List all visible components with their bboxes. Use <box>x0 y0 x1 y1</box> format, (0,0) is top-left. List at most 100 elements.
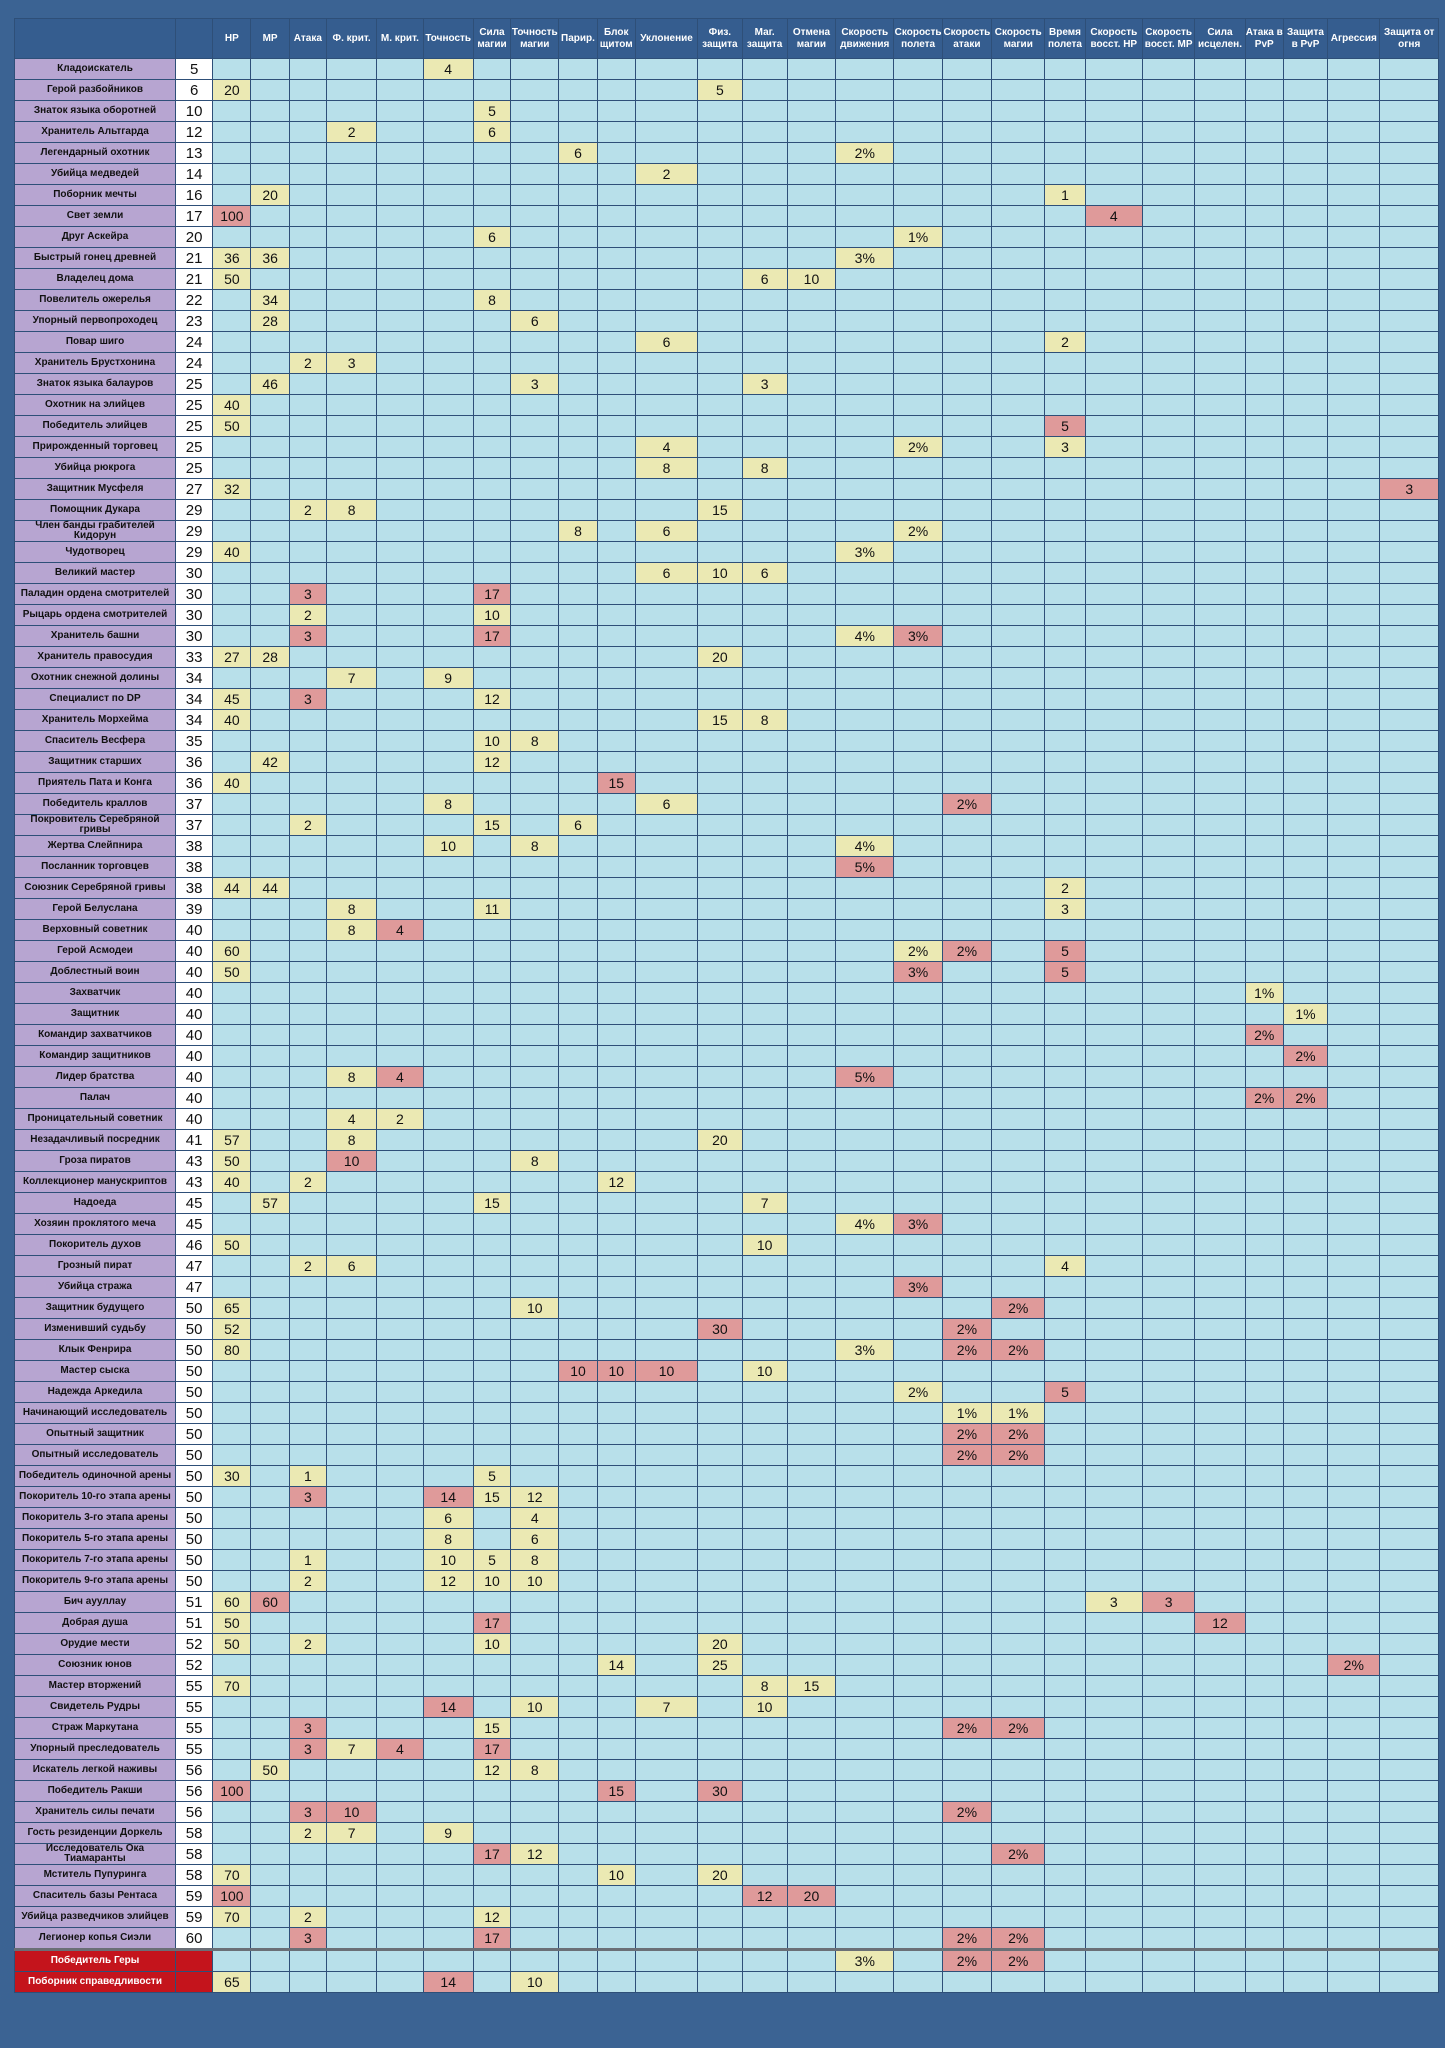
stat-cell <box>510 289 560 311</box>
stat-cell <box>1044 1801 1086 1823</box>
stat-cell <box>1044 1108 1086 1130</box>
stat-cell <box>1327 793 1381 815</box>
stat-cell <box>634 1465 699 1487</box>
stat-cell <box>786 940 837 962</box>
stat-cell <box>422 1381 474 1403</box>
stat-cell <box>1084 1381 1143 1403</box>
title-level-cell: 13 <box>175 142 214 164</box>
stat-cell: 12 <box>472 1906 512 1928</box>
stat-cell <box>741 1948 788 1972</box>
stat-cell <box>1044 1192 1086 1214</box>
stat-cell <box>1194 142 1246 164</box>
stat-cell <box>1327 1444 1381 1466</box>
stat-cell: 100 <box>212 1885 252 1907</box>
stat-cell <box>1282 835 1329 857</box>
stat-cell <box>786 898 837 920</box>
stat-cell <box>212 1192 252 1214</box>
stat-cell <box>376 583 424 605</box>
stat-cell <box>1141 1864 1196 1886</box>
stat-cell: 3 <box>288 688 327 710</box>
stat-cell <box>1141 1528 1196 1550</box>
stat-cell <box>1141 1192 1196 1214</box>
stat-cell <box>835 1423 895 1445</box>
stat-cell <box>288 1213 327 1235</box>
stat-cell: 4 <box>376 1738 424 1760</box>
stat-cell <box>991 331 1046 353</box>
stat-cell <box>1141 268 1196 290</box>
title-name-cell: Прирожденный торговец <box>13 436 177 458</box>
stat-cell <box>941 1591 993 1613</box>
title-level-cell: 25 <box>175 394 214 416</box>
stat-cell <box>786 541 837 563</box>
table-row: Упорный первопроходец 23 28 6 <box>13 310 1439 332</box>
stat-cell <box>1194 79 1246 101</box>
stat-cell <box>835 352 895 374</box>
stat-cell <box>1244 772 1284 794</box>
stat-cell: 2% <box>835 142 895 164</box>
title-level-cell: 24 <box>175 331 214 353</box>
stat-cell <box>325 1633 378 1655</box>
stat-cell <box>376 1024 424 1046</box>
stat-cell <box>596 1213 636 1235</box>
stat-cell <box>991 1971 1046 1993</box>
stat-cell <box>596 373 636 395</box>
stat-cell <box>1194 1486 1246 1508</box>
stat-cell <box>1379 184 1439 206</box>
title-name-cell: Победитель одиночной арены <box>13 1465 177 1487</box>
stat-cell <box>472 205 512 227</box>
stat-cell <box>835 478 895 500</box>
title-level-cell: 47 <box>175 1276 214 1298</box>
stat-cell <box>991 688 1046 710</box>
stat-cell <box>212 1087 252 1109</box>
stat-cell <box>941 1129 993 1151</box>
stat-cell <box>835 1486 895 1508</box>
stat-cell <box>472 1801 512 1823</box>
title-name-cell: Покоритель 7-го этапа арены <box>13 1549 177 1571</box>
stat-cell <box>376 289 424 311</box>
stat-cell <box>288 331 327 353</box>
stat-cell <box>1244 205 1284 227</box>
stat-cell <box>1141 1276 1196 1298</box>
header-cell: Физ. защита <box>697 18 743 59</box>
stat-cell <box>325 877 378 899</box>
stat-cell <box>1141 1171 1196 1193</box>
stat-cell <box>1194 415 1246 437</box>
stat-cell <box>1282 373 1329 395</box>
stat-cell <box>212 1549 252 1571</box>
stat-cell <box>634 1192 699 1214</box>
title-level-cell: 50 <box>175 1465 214 1487</box>
stat-cell <box>941 1612 993 1634</box>
stat-cell <box>1379 373 1439 395</box>
stat-cell <box>558 1843 598 1865</box>
stat-cell <box>212 898 252 920</box>
stat-cell <box>697 877 743 899</box>
stat-cell <box>835 1276 895 1298</box>
stat-cell <box>1044 1444 1086 1466</box>
stat-cell <box>1244 1528 1284 1550</box>
stat-cell <box>422 226 474 248</box>
stat-cell <box>991 373 1046 395</box>
stat-cell <box>893 814 943 836</box>
table-row: Рыцарь ордена смотрителей 30 2 10 <box>13 604 1439 626</box>
stat-cell: 4 <box>634 436 699 458</box>
stat-cell <box>1327 814 1381 836</box>
table-row: Добрая душа 51 50 17 12 <box>13 1612 1439 1634</box>
stat-cell <box>835 793 895 815</box>
stat-cell <box>634 289 699 311</box>
title-level-cell: 55 <box>175 1738 214 1760</box>
title-name-cell: Охотник снежной долины <box>13 667 177 689</box>
stat-cell <box>558 772 598 794</box>
stat-cell <box>1282 1318 1329 1340</box>
stat-cell <box>991 184 1046 206</box>
stat-cell <box>596 457 636 479</box>
stat-cell: 65 <box>212 1297 252 1319</box>
title-level-cell: 56 <box>175 1759 214 1781</box>
stat-cell: 7 <box>325 1738 378 1760</box>
stat-cell <box>634 1591 699 1613</box>
stat-cell <box>510 247 560 269</box>
stat-cell: 4 <box>376 1066 424 1088</box>
stat-cell <box>893 1948 943 1972</box>
stat-cell <box>741 583 788 605</box>
stat-cell <box>1379 226 1439 248</box>
stat-cell <box>786 1003 837 1025</box>
